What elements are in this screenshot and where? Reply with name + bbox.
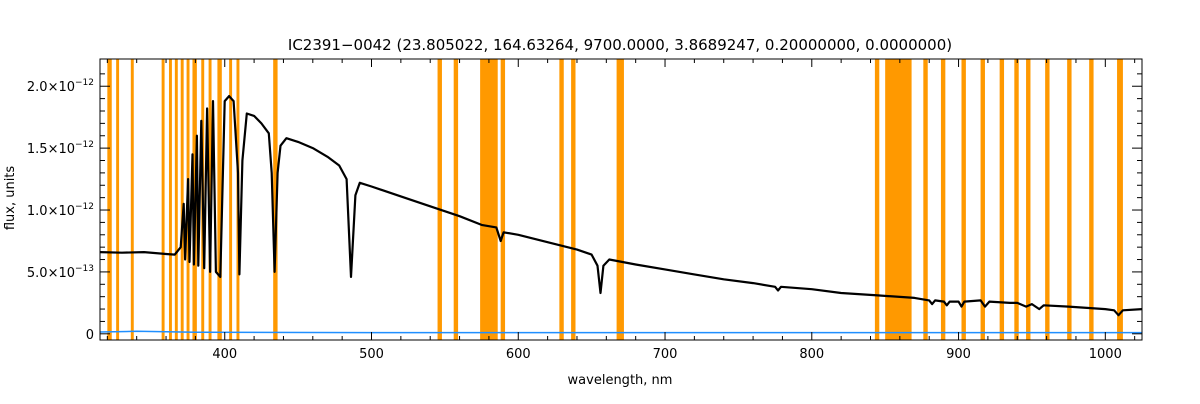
masked-band-26 [961, 59, 966, 340]
masked-band-27 [980, 59, 985, 340]
masked-band-20 [571, 59, 576, 340]
x-axis: 400 500 600 700 800 900 1000 [106, 59, 1136, 362]
masked-band-28 [999, 59, 1005, 340]
masked-band-25 [940, 59, 946, 340]
masked-band-34 [1117, 59, 1123, 340]
masked-band-0 [107, 59, 112, 340]
x-tick-label: 700 [653, 347, 678, 362]
masked-band-31 [1045, 59, 1050, 340]
y-tick-label: 5.0×10−13 [27, 264, 94, 281]
x-tick-label: 800 [799, 347, 824, 362]
masked-band-24 [923, 59, 928, 340]
masked-band-17 [480, 59, 498, 340]
masked-band-21 [616, 59, 624, 340]
masked-band-2 [130, 59, 134, 340]
x-axis-label: wavelength, nm [568, 373, 673, 388]
masked-band-10 [208, 59, 212, 340]
masked-band-3 [161, 59, 165, 340]
series-layer [99, 95, 1143, 334]
x-tick-label: 400 [212, 347, 237, 362]
masked-band-19 [559, 59, 564, 340]
masked-bands [107, 59, 1123, 340]
y-tick-label: 0 [86, 328, 94, 343]
masked-band-15 [437, 59, 442, 340]
masked-band-11 [217, 59, 222, 340]
masked-band-32 [1067, 59, 1072, 340]
masked-band-14 [273, 59, 278, 340]
masked-band-4 [168, 59, 172, 340]
masked-band-1 [116, 59, 120, 340]
masked-band-18 [500, 59, 506, 340]
x-tick-label: 1000 [1089, 347, 1122, 362]
y-tick-label: 2.0×10−12 [27, 78, 94, 95]
series-line-0 [99, 95, 1143, 317]
masked-band-22 [874, 59, 880, 340]
y-axis: 0 5.0×10−13 1.0×10−12 1.5×10−12 2.0×10−12 [27, 73, 1142, 343]
masked-band-6 [180, 59, 184, 340]
masked-band-33 [1089, 59, 1094, 340]
x-tick-label: 600 [506, 347, 531, 362]
y-axis-label: flux, units [3, 166, 18, 231]
masked-band-23 [885, 59, 912, 340]
x-tick-label: 500 [359, 347, 384, 362]
x-tick-label: 900 [946, 347, 971, 362]
y-tick-label: 1.0×10−12 [27, 202, 94, 219]
masked-band-29 [1014, 59, 1019, 340]
series-line-1 [99, 330, 1142, 334]
masked-band-12 [229, 59, 233, 340]
plot-frame [99, 58, 1143, 341]
masked-band-16 [453, 59, 459, 340]
chart-title: IC2391−0042 (23.805022, 164.63264, 9700.… [288, 36, 952, 54]
masked-band-5 [174, 59, 178, 340]
masked-band-30 [1026, 59, 1031, 340]
y-tick-label: 1.5×10−12 [27, 140, 94, 157]
